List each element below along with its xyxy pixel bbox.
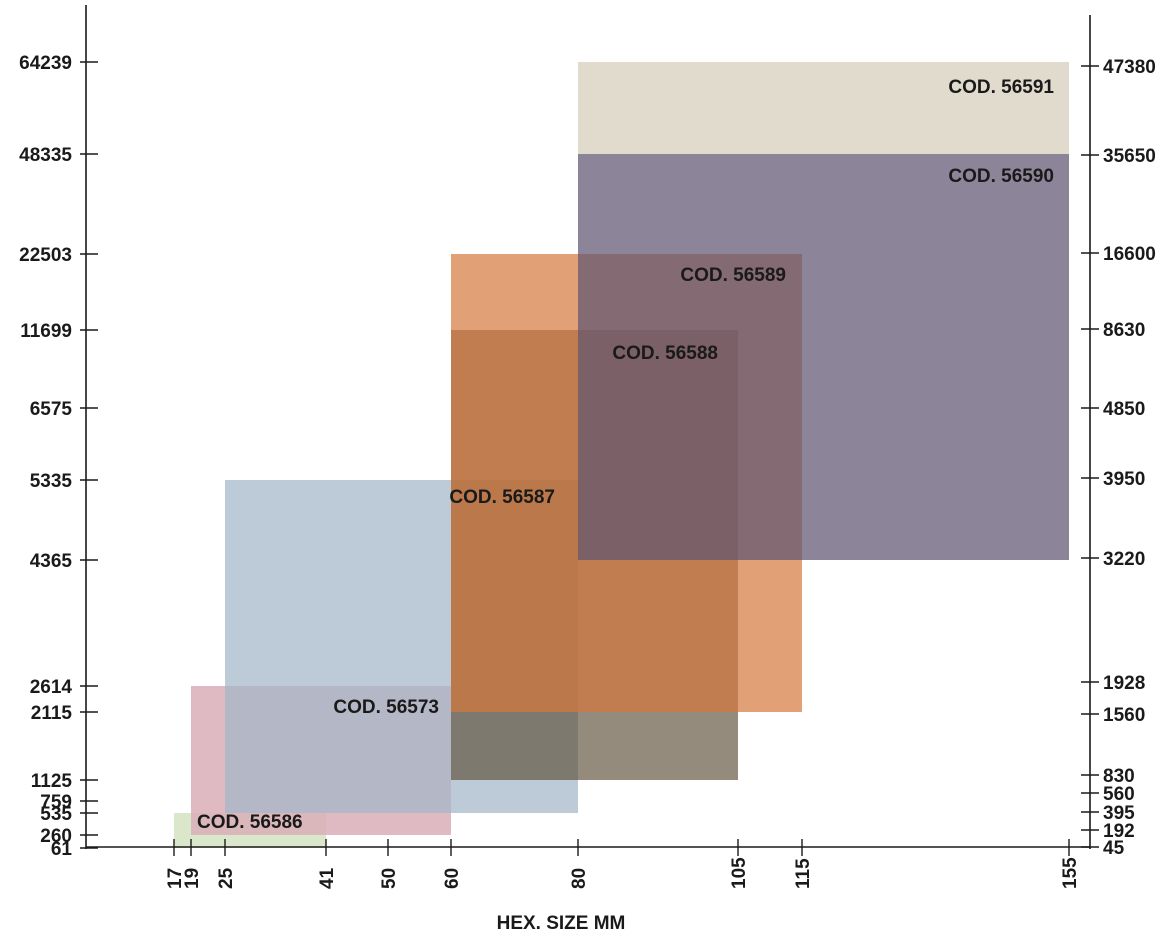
left-tick-label: 6575 xyxy=(30,399,73,420)
left-tick-label: 260 xyxy=(40,826,72,847)
left-tick-label: 48335 xyxy=(19,145,72,166)
left-tick-label: 4365 xyxy=(30,551,73,572)
rectangles-layer xyxy=(174,62,1069,848)
x-tick-label: 155 xyxy=(1060,857,1081,889)
right-tick-label: 8630 xyxy=(1103,320,1145,341)
x-tick-label: 80 xyxy=(569,868,590,889)
right-tick-label: 1560 xyxy=(1103,705,1145,726)
left-tick-label: 1125 xyxy=(31,771,73,792)
left-tick-label: 759 xyxy=(40,792,72,813)
left-tick-label: 11699 xyxy=(20,321,72,342)
rectangle-labels-layer: COD. 56586 COD. 56573 COD. 56587 COD. 56588… xyxy=(197,77,1054,833)
rect-label-cod-56590: COD. 56590 xyxy=(948,166,1054,187)
left-tick-label: 22503 xyxy=(19,245,72,266)
right-tick-label: 3220 xyxy=(1103,549,1145,570)
right-tick-label: 16600 xyxy=(1103,244,1156,265)
x-tick-label: 41 xyxy=(317,867,338,889)
x-tick-label: 25 xyxy=(216,867,237,889)
right-tick-label: 1928 xyxy=(1103,673,1145,694)
x-tick-label: 17 xyxy=(165,868,186,889)
rect-cod-56591 xyxy=(578,62,1069,154)
right-tick-label: 35650 xyxy=(1103,146,1156,167)
rect-label-cod-56591: COD. 56591 xyxy=(948,77,1054,98)
x-tick-label: 115 xyxy=(793,858,814,889)
right-tick-label: 45 xyxy=(1103,838,1125,859)
rect-label-cod-56588: COD. 56588 xyxy=(612,343,718,364)
right-tick-label: 4850 xyxy=(1103,399,1145,420)
right-tick-label: 3950 xyxy=(1103,469,1145,490)
left-tick-label: 535 xyxy=(40,804,72,825)
x-tick-label: 105 xyxy=(729,857,750,889)
axes-layer xyxy=(85,5,1091,849)
x-tick-label: 19 xyxy=(182,868,203,889)
rect-label-cod-56589: COD. 56589 xyxy=(680,265,786,286)
right-tick-label: 830 xyxy=(1103,766,1135,787)
left-tick-label: 2614 xyxy=(30,677,73,698)
right-tick-label: 395 xyxy=(1103,803,1135,824)
x-tick-label: 50 xyxy=(379,868,400,889)
left-tick-label: 2115 xyxy=(31,703,73,724)
rect-label-cod-56586: COD. 56586 xyxy=(197,812,303,833)
left-tick-label: 61 xyxy=(51,839,73,860)
right-tick-label: 560 xyxy=(1103,784,1135,805)
rect-cod-56590 xyxy=(578,154,1069,560)
x-axis-title: HEX. SIZE MM xyxy=(497,913,626,934)
rect-label-cod-56587: COD. 56587 xyxy=(449,487,555,508)
left-tick-label: 64239 xyxy=(19,53,72,74)
x-tick-label: 60 xyxy=(442,868,463,889)
left-tick-label: 5335 xyxy=(30,471,73,492)
rect-label-cod-56573: COD. 56573 xyxy=(333,697,439,718)
right-tick-label: 192 xyxy=(1103,821,1135,842)
right-tick-label: 47380 xyxy=(1103,57,1156,78)
